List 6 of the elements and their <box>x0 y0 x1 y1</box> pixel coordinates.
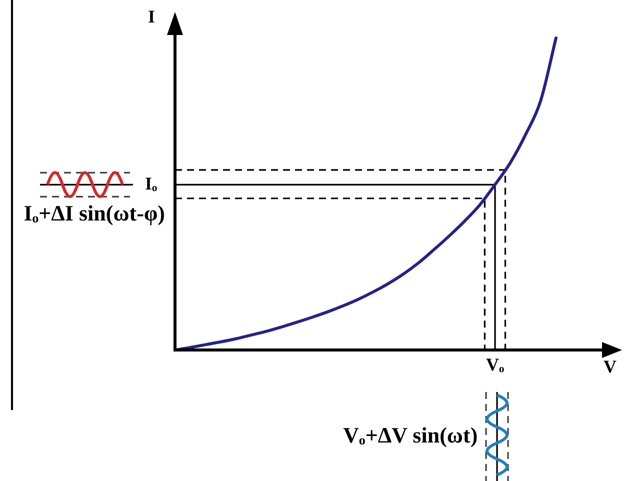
text: Vₒ <box>486 354 504 375</box>
ref-line-label: Iₒ <box>145 173 158 194</box>
x-axis-title: V <box>604 356 616 377</box>
text: Iₒ+ΔI sin(ωt-φ) <box>24 200 165 226</box>
y-axis-title: I <box>148 6 156 27</box>
text: Vₒ+ΔV sin(ωt) <box>343 422 478 448</box>
